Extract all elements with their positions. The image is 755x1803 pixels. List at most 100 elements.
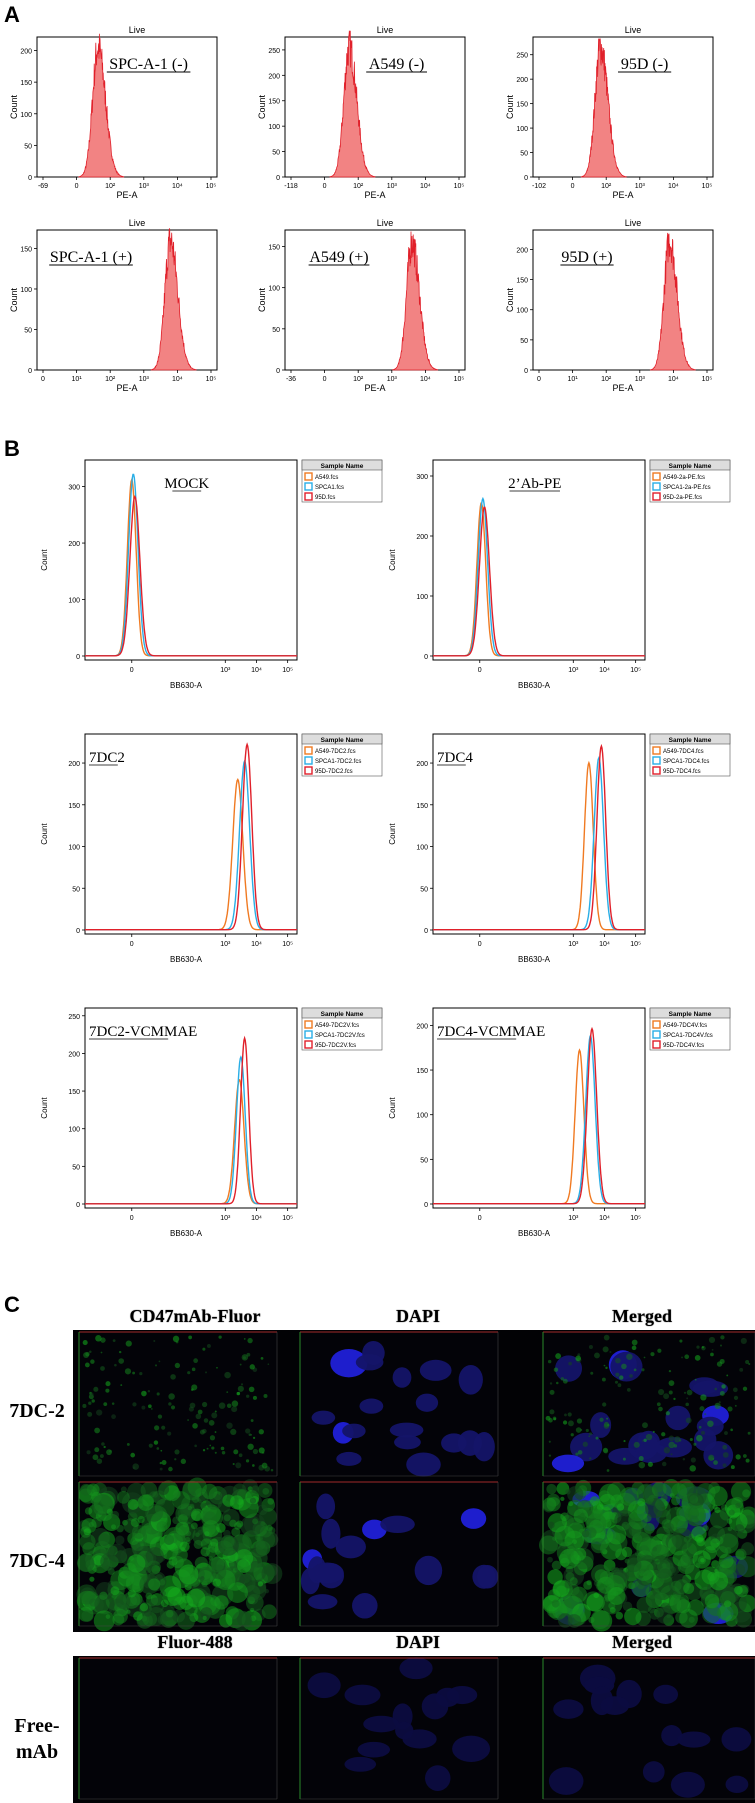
y-tick-label: 300 xyxy=(68,485,80,492)
y-tick-label: 50 xyxy=(272,150,280,157)
green-signal xyxy=(624,1607,642,1626)
green-signal xyxy=(661,1461,667,1467)
nucleus xyxy=(721,1727,752,1752)
green-signal xyxy=(202,1347,206,1351)
micrograph-r2-c1 xyxy=(76,1477,283,1632)
legend-title: Sample Name xyxy=(321,463,364,470)
green-signal xyxy=(734,1404,737,1407)
green-signal xyxy=(553,1417,557,1421)
green-signal xyxy=(606,1469,610,1472)
green-signal xyxy=(218,1402,226,1409)
y-tick-label: 250 xyxy=(516,53,528,60)
y-tick-label: 100 xyxy=(68,845,80,852)
plot-top-label: Live xyxy=(129,25,146,35)
legend-entry: 95D-2a-PE.fcs xyxy=(663,495,702,501)
green-signal xyxy=(741,1542,755,1556)
green-signal xyxy=(174,1449,180,1455)
nucleus xyxy=(590,1412,612,1438)
legend-entry: 95D-7DC4V.fcs xyxy=(663,1043,704,1049)
x-tick-label: 10⁵ xyxy=(454,376,465,383)
x-tick-label: -118 xyxy=(284,183,298,190)
nucleus xyxy=(473,1432,495,1462)
green-signal xyxy=(211,1446,215,1450)
y-tick-label: 50 xyxy=(72,886,80,893)
x-tick-label: 10⁴ xyxy=(599,667,610,674)
green-signal xyxy=(92,1454,99,1461)
y-tick-label: 0 xyxy=(524,175,528,182)
y-axis-label: Count xyxy=(505,95,515,120)
x-tick-label: 10⁴ xyxy=(420,183,431,190)
x-tick-label: 0 xyxy=(537,376,541,383)
green-signal xyxy=(197,1409,203,1415)
green-signal xyxy=(80,1483,92,1496)
plot-top-label: Live xyxy=(377,218,394,228)
plot-top-label: Live xyxy=(625,25,642,35)
green-signal xyxy=(263,1393,268,1398)
green-signal xyxy=(79,1533,96,1550)
green-signal xyxy=(569,1577,578,1586)
sample-label: 95D (-) xyxy=(621,56,669,73)
overlay-histogram-b-6: 0 50 100 150 200 0 10³ 10⁴ 10⁵ BB630-A Count 7DC4-V… xyxy=(388,1007,731,1238)
x-tick-label: 10⁵ xyxy=(630,1215,641,1222)
y-tick-label: 100 xyxy=(68,598,80,605)
panel-a-letter: A xyxy=(4,2,20,27)
x-tick-label: 10⁴ xyxy=(251,941,262,948)
green-signal xyxy=(231,1406,238,1413)
green-signal xyxy=(673,1397,676,1401)
plot-frame xyxy=(284,229,466,371)
green-signal xyxy=(231,1400,239,1407)
green-signal xyxy=(603,1334,610,1341)
green-signal xyxy=(111,1524,117,1530)
green-signal xyxy=(114,1363,117,1367)
green-signal xyxy=(148,1578,161,1591)
x-axis-label: PE-A xyxy=(364,190,385,200)
overlay-histogram-b-2: 0 100 200 300 0 10³ 10⁴ 10⁵ BB630-A Count 2’Ab-PE S… xyxy=(388,459,731,690)
green-signal xyxy=(237,1558,252,1573)
green-signal xyxy=(127,1499,139,1510)
column-title-merged: Merged xyxy=(612,1306,672,1326)
green-signal xyxy=(690,1457,696,1463)
green-signal xyxy=(90,1359,95,1364)
green-signal xyxy=(154,1425,160,1431)
green-signal xyxy=(226,1422,233,1429)
green-signal xyxy=(549,1389,555,1395)
green-signal xyxy=(111,1510,120,1519)
x-tick-label: 10³ xyxy=(220,1215,231,1222)
green-signal xyxy=(261,1462,268,1469)
x-tick-label: 10³ xyxy=(568,941,579,948)
nucleus xyxy=(336,1451,362,1466)
green-signal xyxy=(259,1525,272,1538)
green-signal xyxy=(170,1405,176,1410)
nucleus xyxy=(357,1741,391,1758)
green-signal xyxy=(622,1457,626,1461)
x-tick-label: 10³ xyxy=(635,183,646,190)
green-signal xyxy=(257,1581,264,1587)
green-signal xyxy=(696,1345,700,1349)
green-signal xyxy=(652,1430,655,1433)
y-tick-label: 250 xyxy=(268,48,280,55)
green-signal xyxy=(194,1444,197,1448)
y-tick-label: 100 xyxy=(516,126,528,133)
y-tick-label: 200 xyxy=(20,49,32,56)
green-signal xyxy=(582,1441,588,1447)
x-tick-label: -102 xyxy=(532,183,546,190)
green-signal xyxy=(103,1445,106,1449)
green-signal xyxy=(626,1557,642,1573)
green-signal xyxy=(151,1408,153,1410)
x-tick-label: 10³ xyxy=(220,941,231,948)
y-tick-label: 50 xyxy=(72,1164,80,1171)
green-signal xyxy=(126,1442,130,1446)
green-signal xyxy=(568,1420,574,1427)
green-signal xyxy=(190,1388,194,1391)
y-tick-label: 100 xyxy=(416,845,428,852)
green-signal xyxy=(89,1350,92,1353)
x-tick-label: 10⁴ xyxy=(599,1215,610,1222)
green-signal xyxy=(719,1602,739,1622)
y-tick-label: 200 xyxy=(68,541,80,548)
green-signal xyxy=(605,1366,608,1370)
green-signal xyxy=(601,1377,606,1382)
x-tick-label: 10² xyxy=(353,183,364,190)
green-signal xyxy=(220,1446,225,1451)
legend-swatch xyxy=(652,482,661,491)
green-signal xyxy=(232,1462,235,1466)
